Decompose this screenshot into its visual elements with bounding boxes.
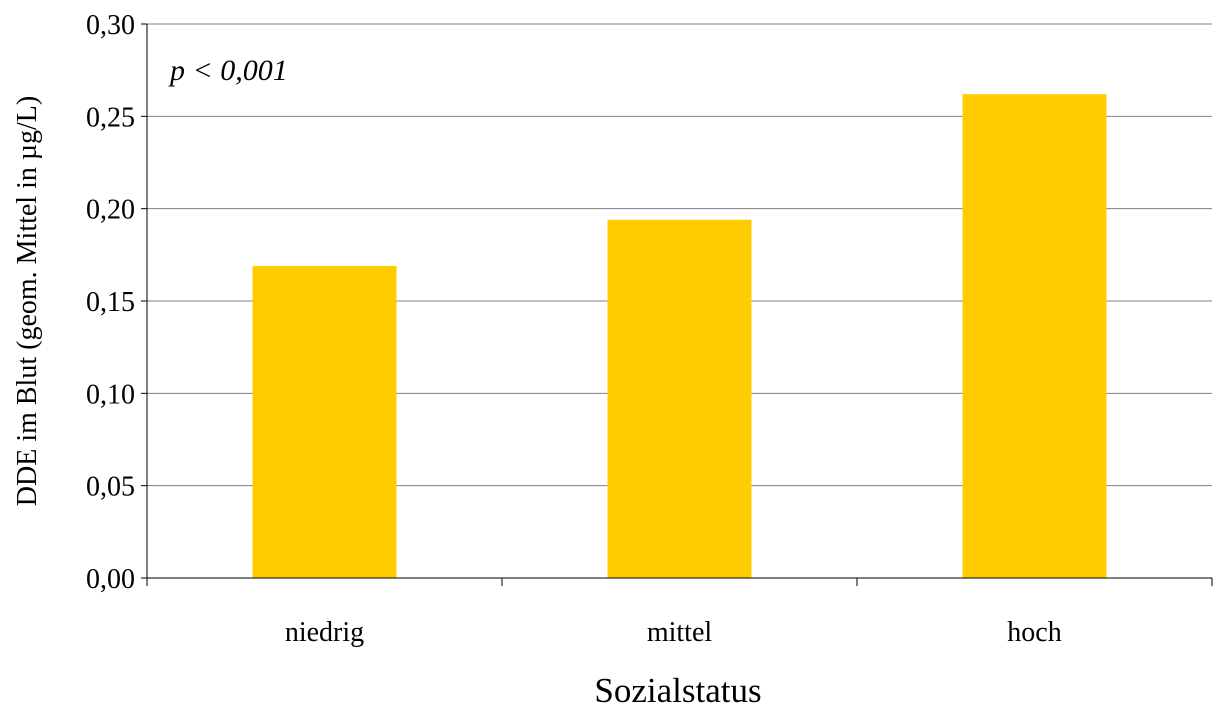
x-axis-ticks: niedrig mittel hoch: [146, 578, 1213, 648]
y-tick-label: 0,20: [86, 195, 135, 226]
y-tick-label: 0,25: [86, 102, 135, 133]
x-tick-label: mittel: [647, 617, 713, 648]
x-tick-label: hoch: [1007, 617, 1061, 648]
y-tick-label: 0,30: [86, 10, 135, 41]
y-tick-label: 0,00: [86, 564, 135, 595]
y-axis-ticks: 0,00 0,05 0,10 0,15 0,20 0,25 0,30: [86, 10, 147, 595]
bars: [252, 94, 1107, 578]
bar-hoch: [962, 94, 1107, 578]
p-value-annotation: p < 0,001: [168, 54, 288, 87]
bar-niedrig: [252, 265, 397, 578]
y-tick-label: 0,15: [86, 287, 135, 318]
x-axis-title: Sozialstatus: [594, 671, 761, 704]
x-tick-label: niedrig: [285, 617, 364, 648]
y-axis-title: DDE im Blut (geom. Mittel in µg/L): [12, 96, 43, 506]
bar-mittel: [607, 219, 752, 578]
y-tick-label: 0,10: [86, 379, 135, 410]
y-tick-label: 0,05: [86, 472, 135, 503]
